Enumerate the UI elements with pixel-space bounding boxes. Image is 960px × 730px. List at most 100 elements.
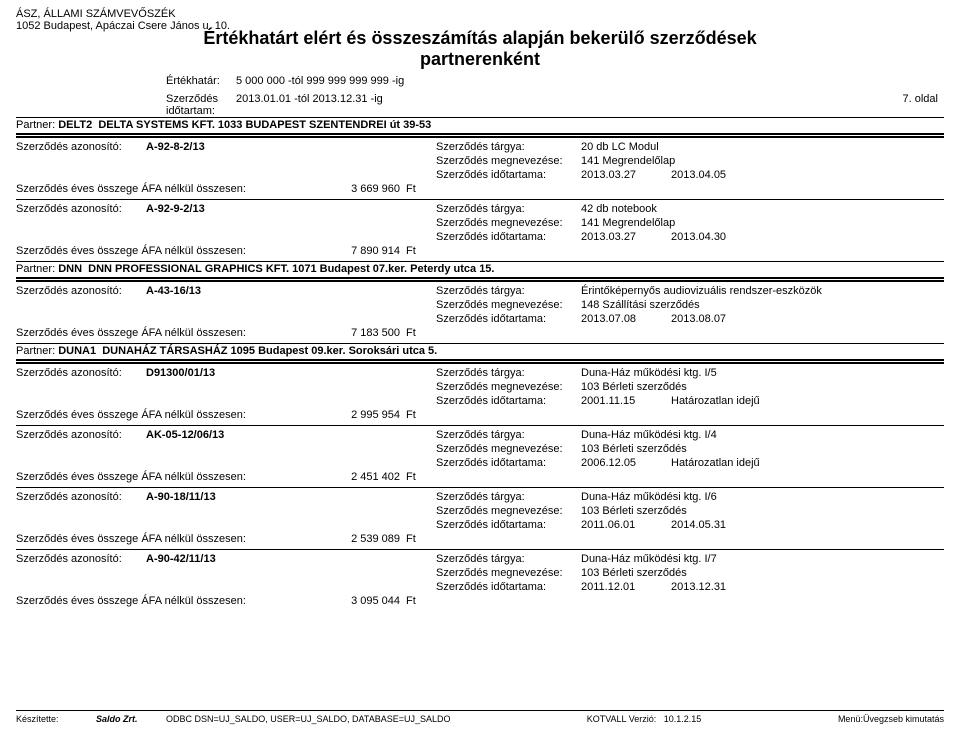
contract-block: Szerződés azonosító:A-92-8-2/13Szerződés… [16,140,944,199]
partner-line: Partner: DNN DNN PROFESSIONAL GRAPHICS K… [16,262,944,276]
partner-code: DELT2 [58,119,92,131]
date-from: 2013.03.27 [581,169,671,181]
footer-dsn: ODBC DSN=UJ_SALDO, USER=UJ_SALDO, DATABA… [166,714,564,724]
report-body: Partner: DELT2 DELTA SYSTEMS KFT. 1033 B… [16,117,944,611]
subject-value: 20 db LC Modul [581,141,944,153]
partner-label: Partner: [16,263,55,275]
contract-id: D91300/01/13 [146,367,215,379]
date-from: 2006.12.05 [581,457,671,469]
name-value: 103 Bérleti szerződés [581,381,944,393]
contract-block: Szerződés azonosító:A-43-16/13 Szerződés … [16,284,944,343]
name-value: 141 Megrendelőlap [581,155,944,167]
subject-label: Szerződés tárgya: [436,367,581,379]
partner-line: Partner: DELT2 DELTA SYSTEMS KFT. 1033 B… [16,118,944,132]
sum-row: Szerződés éves összege ÁFA nélkül összes… [16,594,944,611]
limit-value: 5 000 000 -tól 999 999 999 999 -ig [236,75,636,87]
sum-label: Szerződés éves összege ÁFA nélkül összes… [16,595,296,607]
footer-version-label: KOTVALL Verzió: [587,714,657,724]
sum-label: Szerződés éves összege ÁFA nélkül összes… [16,245,296,257]
name-label: Szerződés megnevezése: [436,505,581,517]
date-to: 2013.12.31 [671,581,801,593]
name-value: 141 Megrendelőlap [581,217,944,229]
report-title: Értékhatárt elért és összeszámítás alapj… [16,28,944,69]
subject-value: Duna-Ház működési ktg. I/7 [581,553,944,565]
limit-row: Értékhatár: 5 000 000 -tól 999 999 999 9… [16,75,944,87]
sum-value: 3 095 044 [296,595,406,607]
footer-version: KOTVALL Verzió: 10.1.2.15 [564,714,724,724]
sum-row: Szerződés éves összege ÁFA nélkül összes… [16,532,944,549]
sum-value: 7 890 914 [296,245,406,257]
sum-row: Szerződés éves összege ÁFA nélkül összes… [16,470,944,487]
name-value: 103 Bérleti szerződés [581,567,944,579]
limit-label: Értékhatár: [16,75,236,87]
title-line2: partnerenként [16,49,944,70]
subject-label: Szerződés tárgya: [436,203,581,215]
sum-unit: Ft [406,595,436,607]
partner-name: DELTA SYSTEMS KFT. 1033 BUDAPEST SZENTEN… [98,119,431,131]
date-from: 2001.11.15 [581,395,671,407]
sum-row: Szerződés éves összege ÁFA nélkül összes… [16,182,944,199]
partner-code: DNN [58,263,82,275]
sum-unit: Ft [406,245,436,257]
duration-label: Szerződés időtartama: [436,395,581,407]
footer-version-value: 10.1.2.15 [664,714,702,724]
duration-label: Szerződés időtartama: [436,169,581,181]
sum-row: Szerződés éves összege ÁFA nélkül összes… [16,408,944,425]
contract-id-label: Szerződés azonosító: [16,285,146,297]
subject-value: 42 db notebook [581,203,944,215]
date-to: Határozatlan idejű [671,457,801,469]
date-to: 2013.04.05 [671,169,801,181]
footer-logo: Saldo Zrt. [96,714,166,724]
period-label: Szerződés időtartam: [16,93,236,117]
duration-label: Szerződés időtartama: [436,457,581,469]
date-to: 2013.04.30 [671,231,801,243]
name-value: 103 Bérleti szerződés [581,505,944,517]
partner-name: DNN PROFESSIONAL GRAPHICS KFT. 1071 Buda… [88,263,494,275]
contract-id: A-90-18/11/13 [146,491,216,503]
subject-label: Szerződés tárgya: [436,285,581,297]
duration-label: Szerződés időtartama: [436,313,581,325]
contract-id: A-90-42/11/13 [146,553,216,565]
subject-value: Duna-Ház működési ktg. I/6 [581,491,944,503]
sum-value: 2 995 954 [296,409,406,421]
subject-label: Szerződés tárgya: [436,429,581,441]
partner-label: Partner: [16,345,55,357]
contract-id: A-43-16/13 [146,285,201,297]
date-from: 2013.03.27 [581,231,671,243]
name-value: 103 Bérleti szerződés [581,443,944,455]
contract-block: Szerződés azonosító:AK-05-12/06/13Szerző… [16,428,944,487]
subject-value: Duna-Ház működési ktg. I/4 [581,429,944,441]
contract-block: Szerződés azonosító:A-90-42/11/13Szerződ… [16,552,944,611]
date-from: 2011.12.01 [581,581,671,593]
period-value: 2013.01.01 -tól 2013.12.31 -ig [236,93,636,117]
footer-menu: Menü:Üvegzseb kimutatás [724,714,944,724]
sum-unit: Ft [406,533,436,545]
sum-unit: Ft [406,327,436,339]
page-footer: Készítette: Saldo Zrt. ODBC DSN=UJ_SALDO… [16,710,944,724]
page-number: 7. oldal [903,93,944,117]
duration-label: Szerződés időtartama: [436,519,581,531]
contract-id: A-92-9-2/13 [146,203,205,215]
subject-value: Érintőképernyős audiovizuális rendszer-e… [581,285,944,297]
subject-label: Szerződés tárgya: [436,491,581,503]
sum-label: Szerződés éves összege ÁFA nélkül összes… [16,471,296,483]
name-label: Szerződés megnevezése: [436,381,581,393]
sum-value: 2 451 402 [296,471,406,483]
name-label: Szerződés megnevezése: [436,567,581,579]
sum-label: Szerződés éves összege ÁFA nélkül összes… [16,533,296,545]
sum-label: Szerződés éves összege ÁFA nélkül összes… [16,183,296,195]
contract-block: Szerződés azonosító:A-90-18/11/13Szerződ… [16,490,944,549]
sum-value: 3 669 960 [296,183,406,195]
sum-value: 2 539 089 [296,533,406,545]
subject-label: Szerződés tárgya: [436,553,581,565]
contract-id: A-92-8-2/13 [146,141,205,153]
partner-name: DUNAHÁZ TÁRSASHÁZ 1095 Budapest 09.ker. … [102,345,437,357]
contract-id-label: Szerződés azonosító: [16,203,146,215]
sum-unit: Ft [406,471,436,483]
sum-row: Szerződés éves összege ÁFA nélkül összes… [16,244,944,261]
date-to: 2013.08.07 [671,313,801,325]
partner-line: Partner: DUNA1 DUNAHÁZ TÁRSASHÁZ 1095 Bu… [16,344,944,358]
sum-unit: Ft [406,409,436,421]
subject-value: Duna-Ház működési ktg. I/5 [581,367,944,379]
sum-unit: Ft [406,183,436,195]
